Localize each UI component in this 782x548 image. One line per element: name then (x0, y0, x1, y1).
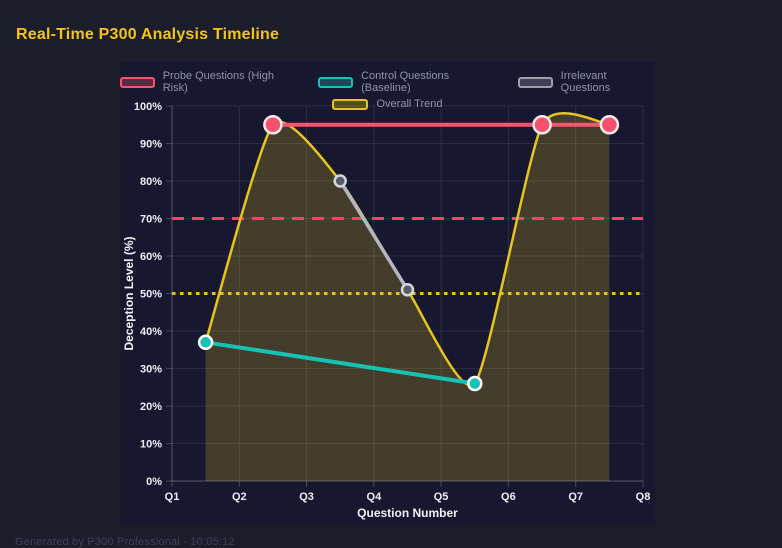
x-axis-tick-label: Q1 (165, 491, 180, 503)
x-axis-tick-label: Q2 (232, 491, 247, 503)
legend-swatch-icon (518, 76, 553, 88)
y-axis-tick-label: 40% (140, 326, 162, 338)
series-line (338, 179, 410, 292)
y-axis-tick-label: 70% (140, 214, 162, 226)
y-axis-tick-label: 30% (140, 364, 162, 376)
page-title: Real-Time P300 Analysis Timeline (16, 26, 280, 43)
x-axis-tick-label: Q7 (568, 491, 583, 503)
data-point[interactable] (532, 115, 552, 135)
y-axis-title: Deception Level (%) (122, 236, 136, 350)
x-axis-tick-label: Q5 (434, 491, 449, 503)
series-line (203, 340, 477, 386)
data-point[interactable] (400, 283, 415, 297)
legend-label: Probe Questions (High Risk) (162, 70, 274, 94)
legend-swatch-icon (332, 98, 369, 110)
x-axis-tick-label: Q6 (501, 491, 516, 503)
legend-item[interactable]: Irrelevant Questions (518, 70, 655, 94)
x-axis-title: Question Number (357, 506, 458, 520)
legend-item[interactable]: Probe Questions (High Risk) (120, 70, 296, 94)
data-point[interactable] (263, 115, 283, 135)
y-axis-tick-label: 10% (140, 439, 162, 451)
y-axis-tick-label: 80% (140, 176, 162, 188)
x-axis-tick-label: Q4 (367, 491, 383, 503)
y-axis-tick-label: 100% (134, 101, 162, 113)
y-axis-tick-label: 60% (140, 251, 162, 263)
legend-label: Overall Trend (376, 98, 443, 110)
data-point[interactable] (333, 174, 347, 188)
data-point[interactable] (197, 334, 214, 351)
x-axis-tick-label: Q3 (299, 491, 314, 503)
legend-row-2: Overall Trend (332, 98, 443, 110)
y-axis-tick-label: 20% (140, 401, 162, 413)
footer-note: Generated by P300 Professional - 10:05:1… (15, 536, 235, 548)
trend-area-fill (205, 113, 610, 482)
chart-legend: Probe Questions (High Risk) Control Quest… (120, 70, 655, 110)
x-axis-tick-label: Q8 (636, 491, 651, 503)
data-point[interactable] (467, 375, 483, 392)
legend-swatch-icon (120, 76, 155, 88)
legend-label: Control Questions (Baseline) (361, 70, 450, 94)
legend-swatch-icon (318, 76, 354, 88)
legend-row-1: Probe Questions (High Risk) Control Quest… (120, 70, 655, 94)
legend-item[interactable]: Overall Trend (332, 98, 443, 110)
y-axis-tick-label: 0% (146, 476, 162, 488)
data-point[interactable] (599, 115, 620, 135)
legend-item[interactable]: Control Questions (Baseline) (318, 70, 496, 94)
legend-label: Irrelevant Questions (560, 70, 611, 94)
y-axis-tick-label: 50% (140, 289, 162, 301)
y-axis-tick-label: 90% (140, 139, 162, 151)
